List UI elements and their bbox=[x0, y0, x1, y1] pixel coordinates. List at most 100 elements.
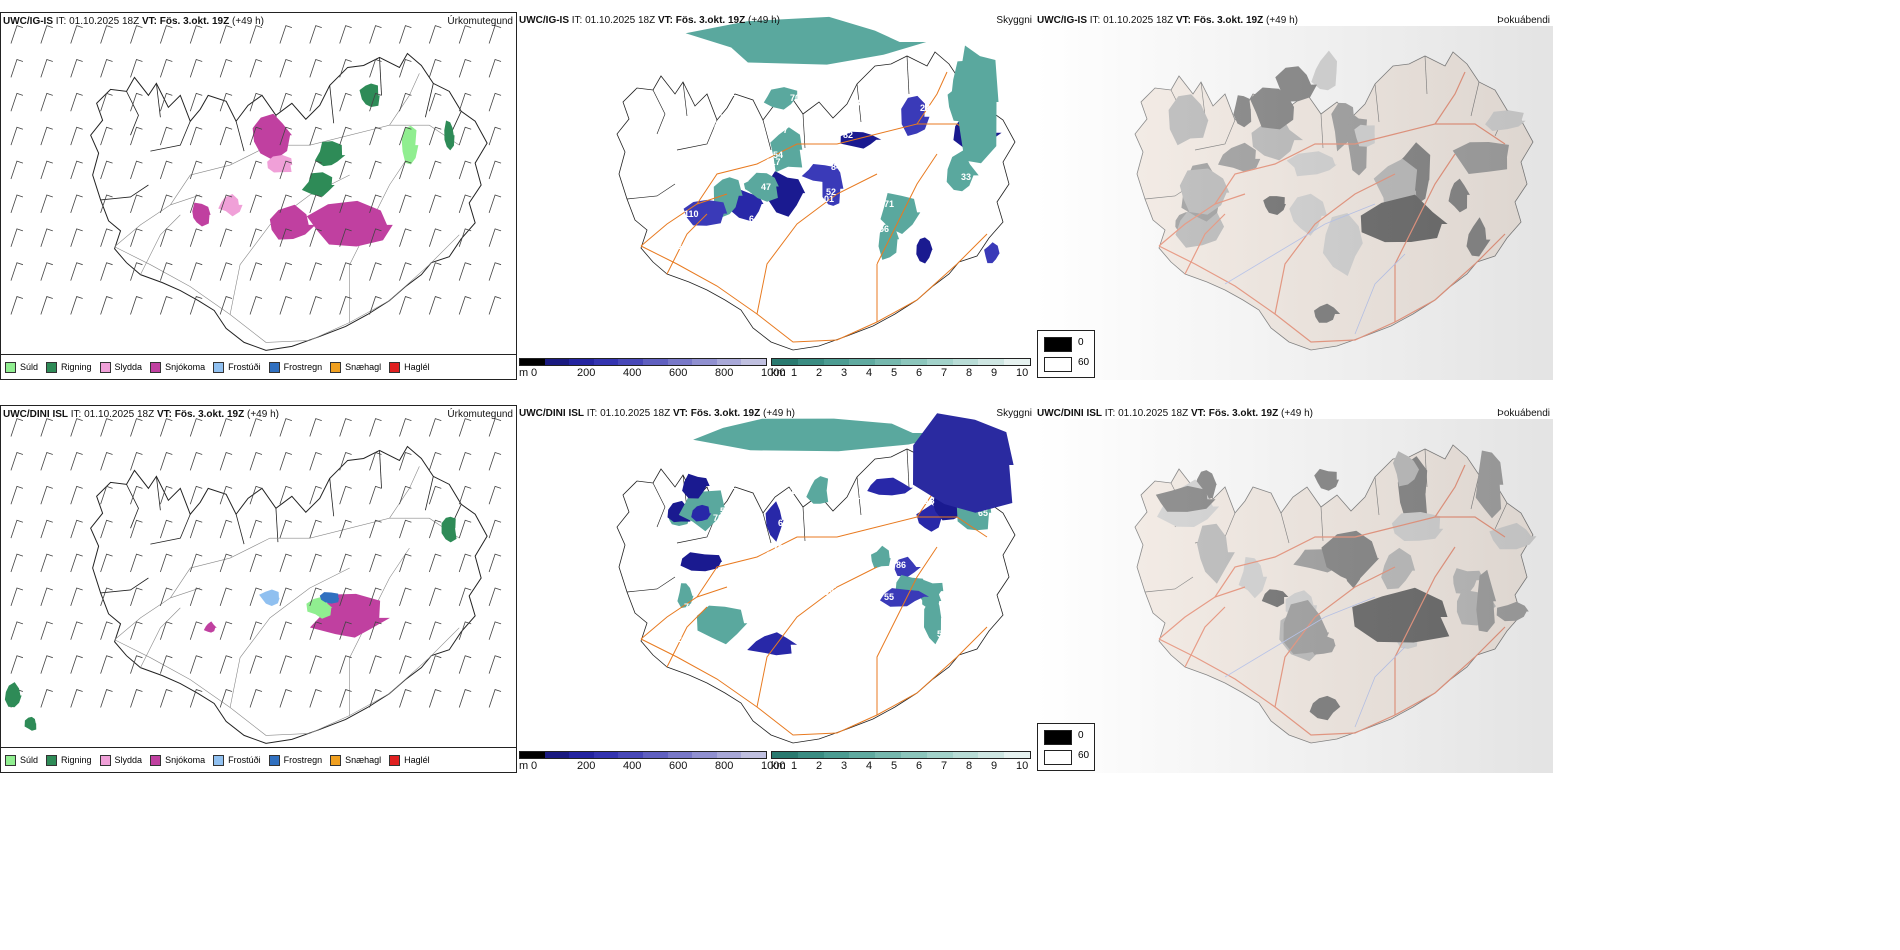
colorbar-tick: 1000 bbox=[761, 367, 786, 379]
cloud-base-area bbox=[867, 477, 913, 496]
cloud-base-label: 84 bbox=[831, 162, 841, 172]
legend-label: Súld bbox=[20, 755, 39, 765]
precip-area bbox=[252, 113, 292, 161]
fog-legend-swatch bbox=[1044, 357, 1072, 372]
cloud-base-label: 83 bbox=[855, 98, 865, 108]
precip-area bbox=[401, 125, 419, 165]
it-label: IT: bbox=[1104, 408, 1116, 419]
legend-swatch bbox=[46, 754, 58, 766]
panel-title: Þokuábendi bbox=[1497, 408, 1550, 419]
cloud-base-label: 77 bbox=[778, 125, 788, 135]
cloud-base-label: 55 bbox=[884, 592, 894, 602]
it-value: 01.10.2025 18Z bbox=[69, 16, 140, 27]
legend-label: Snjókoma bbox=[165, 755, 206, 765]
legend-swatch bbox=[150, 754, 162, 766]
cloud-base-area bbox=[763, 87, 798, 110]
vt-value: Fös. 3.okt. 19Z bbox=[675, 15, 746, 26]
precip-area bbox=[314, 141, 346, 167]
cloud-base-label: 84 bbox=[908, 135, 918, 145]
cloud-base-label: 56 bbox=[879, 224, 889, 234]
precip-area bbox=[259, 589, 280, 606]
cloud-base-label: 43 bbox=[949, 204, 959, 214]
cloud-base-colorbar: m 0 200 400 600 800 1000 bbox=[519, 751, 785, 773]
colorbar-tick: 3 bbox=[841, 367, 848, 379]
colorbar-tick: 400 bbox=[623, 760, 642, 772]
cloud-base-area bbox=[916, 504, 942, 532]
cloud-base-label: 82 bbox=[961, 565, 971, 575]
legend-item: Frostúði bbox=[213, 361, 261, 373]
colorbar-unit: km bbox=[771, 367, 786, 379]
cloud-base-label: 117 bbox=[766, 157, 781, 167]
precip-map bbox=[4, 418, 502, 744]
legend-label: Frostregn bbox=[283, 755, 323, 765]
cloud-base-area bbox=[696, 605, 748, 645]
it-value: 01.10.2025 18Z bbox=[1118, 408, 1189, 419]
legend-swatch bbox=[99, 754, 111, 766]
lead-time: (+49 h) bbox=[247, 409, 279, 420]
vt-label: VT: bbox=[1190, 408, 1206, 419]
model-name: UWC/DINI ISL bbox=[1037, 408, 1102, 419]
cloud-base-label: 72 bbox=[684, 602, 694, 612]
colorbar-tick: 800 bbox=[715, 367, 734, 379]
colorbar-tick: 600 bbox=[669, 367, 688, 379]
legend-label: Rigning bbox=[61, 362, 92, 372]
colorbar-tick: 10 bbox=[1016, 367, 1029, 379]
cloud-base-label: 177 bbox=[701, 545, 716, 555]
lead-time: (+49 h) bbox=[763, 408, 795, 419]
low-visibility-area bbox=[685, 16, 927, 65]
vt-value: Fös. 3.okt. 19Z bbox=[1193, 15, 1264, 26]
colorbar-unit: km bbox=[771, 760, 786, 772]
visibility-colorbar: km 1 2 3 4 5 6 7 8 9 10 bbox=[771, 358, 1033, 380]
precip-area bbox=[24, 716, 37, 731]
legend-label: Haglél bbox=[404, 755, 430, 765]
cloud-base-label: 70 bbox=[790, 93, 800, 103]
legend-swatch bbox=[213, 754, 225, 766]
colorbar-tick: 1 bbox=[791, 367, 798, 379]
legend-swatch bbox=[389, 361, 401, 373]
cloud-base-area bbox=[922, 592, 942, 613]
panel-header: UWC/IG-IS IT: 01.10.2025 18Z VT: Fös. 3.… bbox=[1037, 15, 1298, 26]
legend-item: Snæhagl bbox=[330, 361, 381, 373]
colorbar-tick: 4 bbox=[866, 760, 873, 772]
it-label: IT: bbox=[1089, 15, 1101, 26]
cloud-base-label: 38 bbox=[932, 654, 942, 664]
legend-item: Frostregn bbox=[268, 754, 323, 766]
cloud-base-label: 81 bbox=[667, 76, 677, 86]
fog-legend-label: 0 bbox=[1078, 337, 1084, 348]
colorbar-tick: 0 bbox=[531, 367, 538, 379]
cloud-base-label: 47 bbox=[761, 182, 771, 192]
it-label: IT: bbox=[571, 15, 583, 26]
cloud-base-label: 110 bbox=[684, 209, 699, 219]
cloud-base-area bbox=[743, 176, 766, 194]
colorbar-tick: 7 bbox=[941, 760, 948, 772]
colorbar-tick: 4 bbox=[866, 367, 873, 379]
cloud-base-label: 58 bbox=[879, 617, 889, 627]
legend-swatch bbox=[46, 361, 58, 373]
it-value: 01.10.2025 18Z bbox=[84, 409, 155, 420]
fog-legend-swatch bbox=[1044, 337, 1072, 352]
cloud-base-label: 109 bbox=[819, 587, 834, 597]
fog-legend-label: 60 bbox=[1078, 357, 1090, 368]
cloud-base-area bbox=[806, 476, 829, 504]
cloud-base-label: 49 bbox=[932, 261, 942, 271]
cloud-base-label: 57 bbox=[720, 506, 730, 516]
colorbar-tick: 7 bbox=[941, 367, 948, 379]
legend-swatch bbox=[5, 361, 16, 373]
cloud-base-labels: 1805770625838791051926163118654672771401… bbox=[667, 469, 1000, 664]
cloud-base-label: 87 bbox=[843, 523, 853, 533]
legend-item: Frostúði bbox=[213, 754, 261, 766]
panel-header: UWC/DINI ISL IT: 01.10.2025 18Z VT: Fös.… bbox=[519, 408, 795, 419]
cloud-base-label: 76 bbox=[872, 624, 882, 634]
cloud-base-label: 94 bbox=[896, 167, 906, 177]
lead-time: (+49 h) bbox=[748, 15, 780, 26]
precip-panel-row1: UWC/IG-IS IT: 01.10.2025 18Z VT: Fös. 3.… bbox=[0, 12, 517, 380]
cloud-base-label: 180 bbox=[667, 469, 682, 479]
legend-label: Snæhagl bbox=[345, 755, 382, 765]
colorbar-tick: 9 bbox=[991, 367, 998, 379]
cloud-base-label: 109 bbox=[937, 236, 952, 246]
colorbar-tick: 3 bbox=[841, 760, 848, 772]
cloud-base-colorbar: m 0 200 400 600 800 1000 bbox=[519, 358, 785, 380]
cloud-base-label: 52 bbox=[826, 187, 836, 197]
cloud-base-label: 101 bbox=[819, 194, 834, 204]
